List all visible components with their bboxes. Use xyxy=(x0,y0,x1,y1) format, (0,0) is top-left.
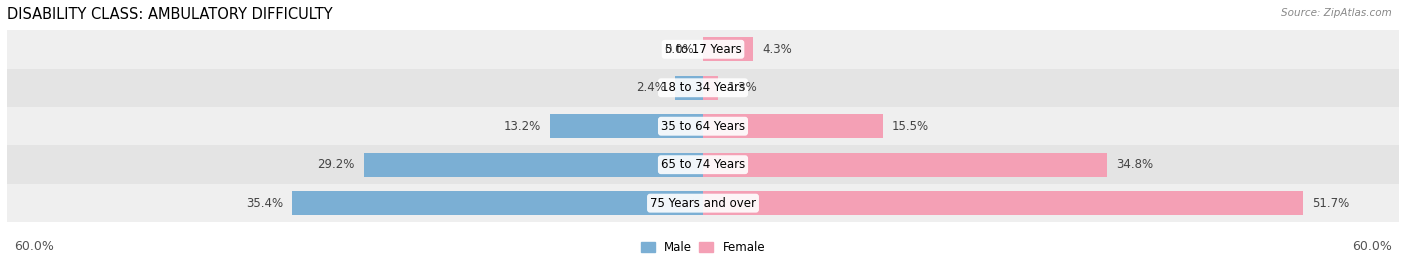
Bar xyxy=(364,153,703,177)
Text: 60.0%: 60.0% xyxy=(1353,240,1392,253)
Bar xyxy=(7,184,1399,222)
Bar xyxy=(292,191,703,215)
Text: 1.3%: 1.3% xyxy=(727,81,756,94)
Text: 75 Years and over: 75 Years and over xyxy=(650,197,756,210)
Text: DISABILITY CLASS: AMBULATORY DIFFICULTY: DISABILITY CLASS: AMBULATORY DIFFICULTY xyxy=(7,7,333,22)
Bar xyxy=(703,153,1107,177)
Text: 35.4%: 35.4% xyxy=(246,197,283,210)
Text: 18 to 34 Years: 18 to 34 Years xyxy=(661,81,745,94)
Text: 65 to 74 Years: 65 to 74 Years xyxy=(661,158,745,171)
Bar xyxy=(7,107,1399,146)
Bar xyxy=(703,191,1303,215)
Text: 4.3%: 4.3% xyxy=(762,43,792,56)
Bar xyxy=(675,76,703,100)
Text: 51.7%: 51.7% xyxy=(1312,197,1350,210)
Text: 15.5%: 15.5% xyxy=(891,120,929,133)
Text: 13.2%: 13.2% xyxy=(503,120,540,133)
Bar xyxy=(7,146,1399,184)
Bar xyxy=(7,69,1399,107)
Text: 34.8%: 34.8% xyxy=(1116,158,1153,171)
Text: 35 to 64 Years: 35 to 64 Years xyxy=(661,120,745,133)
Bar xyxy=(550,114,703,138)
Bar xyxy=(703,76,718,100)
Text: 60.0%: 60.0% xyxy=(14,240,53,253)
Text: 5 to 17 Years: 5 to 17 Years xyxy=(665,43,741,56)
Bar xyxy=(703,114,883,138)
Text: 0.0%: 0.0% xyxy=(664,43,693,56)
Bar xyxy=(703,37,752,61)
Bar xyxy=(7,30,1399,69)
Legend: Male, Female: Male, Female xyxy=(636,236,770,259)
Text: 29.2%: 29.2% xyxy=(318,158,354,171)
Text: 2.4%: 2.4% xyxy=(636,81,666,94)
Text: Source: ZipAtlas.com: Source: ZipAtlas.com xyxy=(1281,8,1392,18)
